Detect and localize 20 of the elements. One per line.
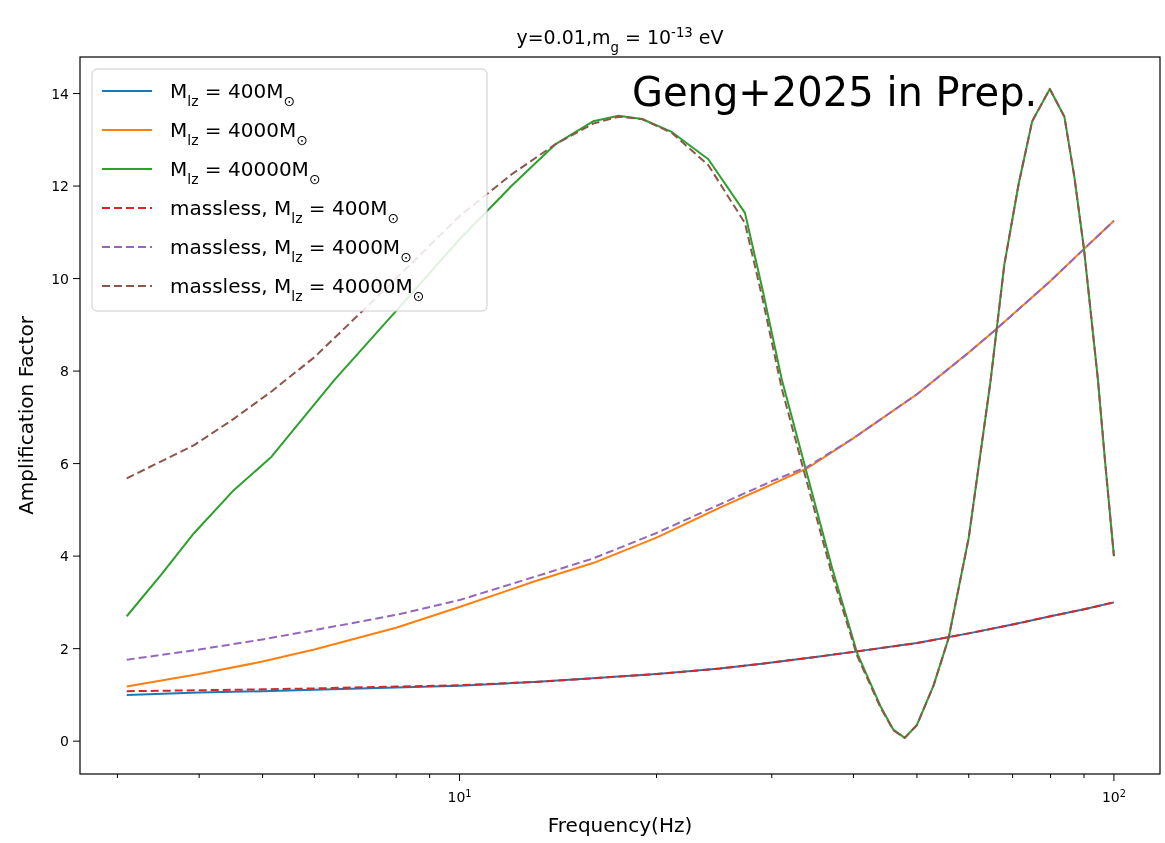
y-tick-label: 4 [60, 548, 70, 565]
legend-label: M$_{lz}$ = 40000M$_{⊙}$ [170, 157, 321, 187]
legend-label: massless, M$_{lz}$ = 40000M$_{⊙}$ [170, 274, 425, 304]
legend-label: M$_{lz}$ = 400M$_{⊙}$ [170, 79, 296, 109]
chart-title: y=0.01,m$_{g}$ = 10$^{-13}$ eV [516, 24, 724, 55]
annotation: Geng+2025 in Prep. [632, 69, 1038, 115]
y-tick-label: 2 [60, 640, 69, 657]
x-tick-label: 10$^{2}$ [1101, 787, 1126, 805]
y-tick-label: 12 [51, 178, 69, 195]
x-tick-label: 10$^{1}$ [447, 787, 472, 805]
legend-label: massless, M$_{lz}$ = 4000M$_{⊙}$ [170, 235, 412, 265]
y-axis-title: Amplification Factor [14, 315, 38, 515]
y-tick-label: 10 [51, 270, 69, 287]
y-tick-label: 8 [60, 363, 69, 380]
legend-label: massless, M$_{lz}$ = 400M$_{⊙}$ [170, 196, 400, 226]
legend-label: M$_{lz}$ = 4000M$_{⊙}$ [170, 118, 308, 148]
y-tick-label: 0 [60, 733, 69, 750]
y-tick-label: 6 [60, 455, 70, 472]
y-tick-label: 14 [51, 85, 70, 102]
x-axis-title: Frequency(Hz) [547, 813, 693, 837]
